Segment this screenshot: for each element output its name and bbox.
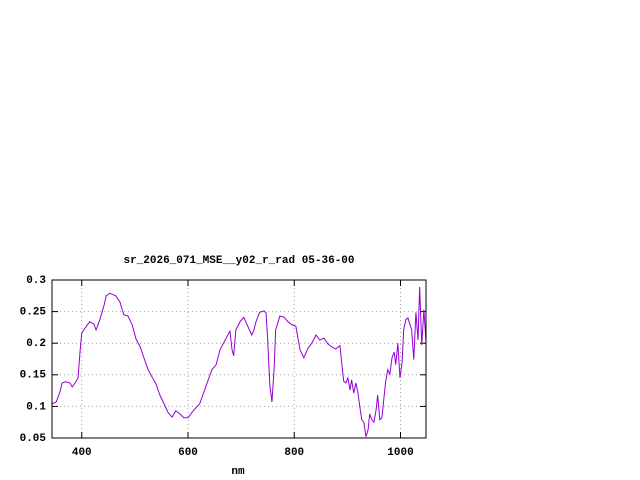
y-tick-label: 0.3 bbox=[26, 275, 46, 287]
y-tick-label: 0.05 bbox=[20, 433, 47, 445]
x-tick-label: 400 bbox=[72, 447, 92, 459]
x-tick-label: 1000 bbox=[387, 447, 413, 459]
x-axis-label: nm bbox=[231, 466, 245, 478]
plot-border bbox=[51, 279, 427, 439]
y-tick-label: 0.25 bbox=[20, 307, 47, 319]
y-tick-label: 0.15 bbox=[20, 370, 47, 382]
y-tick-label: 0.2 bbox=[26, 338, 46, 350]
chart-title: sr_2026_071_MSE__y02_r_rad 05-36-00 bbox=[123, 255, 354, 267]
y-tick-label: 0.1 bbox=[26, 401, 46, 413]
x-tick-label: 800 bbox=[284, 447, 304, 459]
data-line bbox=[51, 286, 427, 437]
x-tick-label: 600 bbox=[178, 447, 198, 459]
